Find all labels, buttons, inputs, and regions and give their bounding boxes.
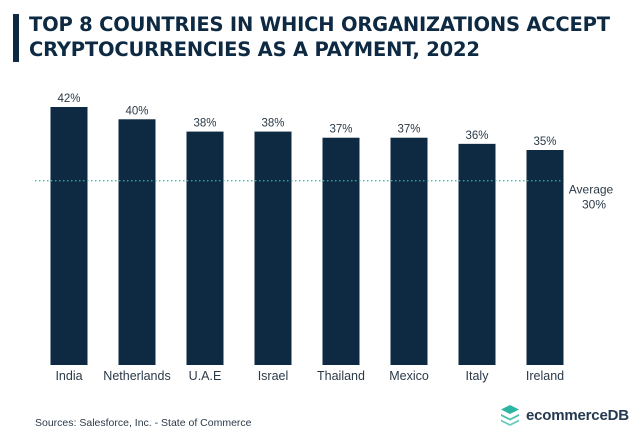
bar-india xyxy=(50,107,88,365)
category-label: Thailand xyxy=(317,369,365,383)
value-label: 38% xyxy=(261,118,284,130)
category-labels-group: India Netherlands U.A.E Israel Thailand Mexic… xyxy=(55,369,564,383)
category-label: Netherlands xyxy=(103,369,170,383)
value-label: 36% xyxy=(465,130,488,142)
value-label: 37% xyxy=(329,124,352,136)
value-labels-group: 42% 40% 38% 38% 37% 37% 36% 35% xyxy=(57,93,556,148)
chart-title-line-1: TOP 8 COUNTRIES IN WHICH ORGANIZATIONS A… xyxy=(29,13,610,36)
category-label: India xyxy=(55,369,82,383)
bar-italy xyxy=(458,143,496,365)
bar-netherlands xyxy=(118,119,156,366)
category-label: U.A.E xyxy=(189,369,222,383)
average-value-label: 30% xyxy=(582,198,606,212)
bar-ireland xyxy=(526,150,564,365)
value-label: 40% xyxy=(125,105,148,117)
brand-logo: ecommerceDB xyxy=(500,404,629,426)
brand-name: ecommerceDB xyxy=(526,406,629,424)
title-accent-bar xyxy=(13,14,19,62)
bars-group xyxy=(50,107,564,366)
source-note: Sources: Salesforce, Inc. - State of Com… xyxy=(35,417,252,429)
bar-israel xyxy=(254,131,292,365)
chart-title-line-2: CRYPTOCURRENCIES AS A PAYMENT, 2022 xyxy=(29,38,480,61)
chart-title: TOP 8 COUNTRIES IN WHICH ORGANIZATIONS A… xyxy=(29,12,629,62)
category-label: Israel xyxy=(258,369,289,383)
bar-u-a-e xyxy=(186,131,224,365)
value-label: 37% xyxy=(397,124,420,136)
category-label: Ireland xyxy=(526,369,564,383)
bar-mexico xyxy=(390,137,428,365)
value-label: 35% xyxy=(533,136,556,148)
stacked-layers-icon xyxy=(501,405,519,426)
category-label: Italy xyxy=(466,369,490,383)
category-label: Mexico xyxy=(389,369,429,383)
value-label: 42% xyxy=(57,93,80,105)
bar-thailand xyxy=(322,137,360,365)
average-label: Average xyxy=(569,183,614,197)
value-label: 38% xyxy=(193,118,216,130)
